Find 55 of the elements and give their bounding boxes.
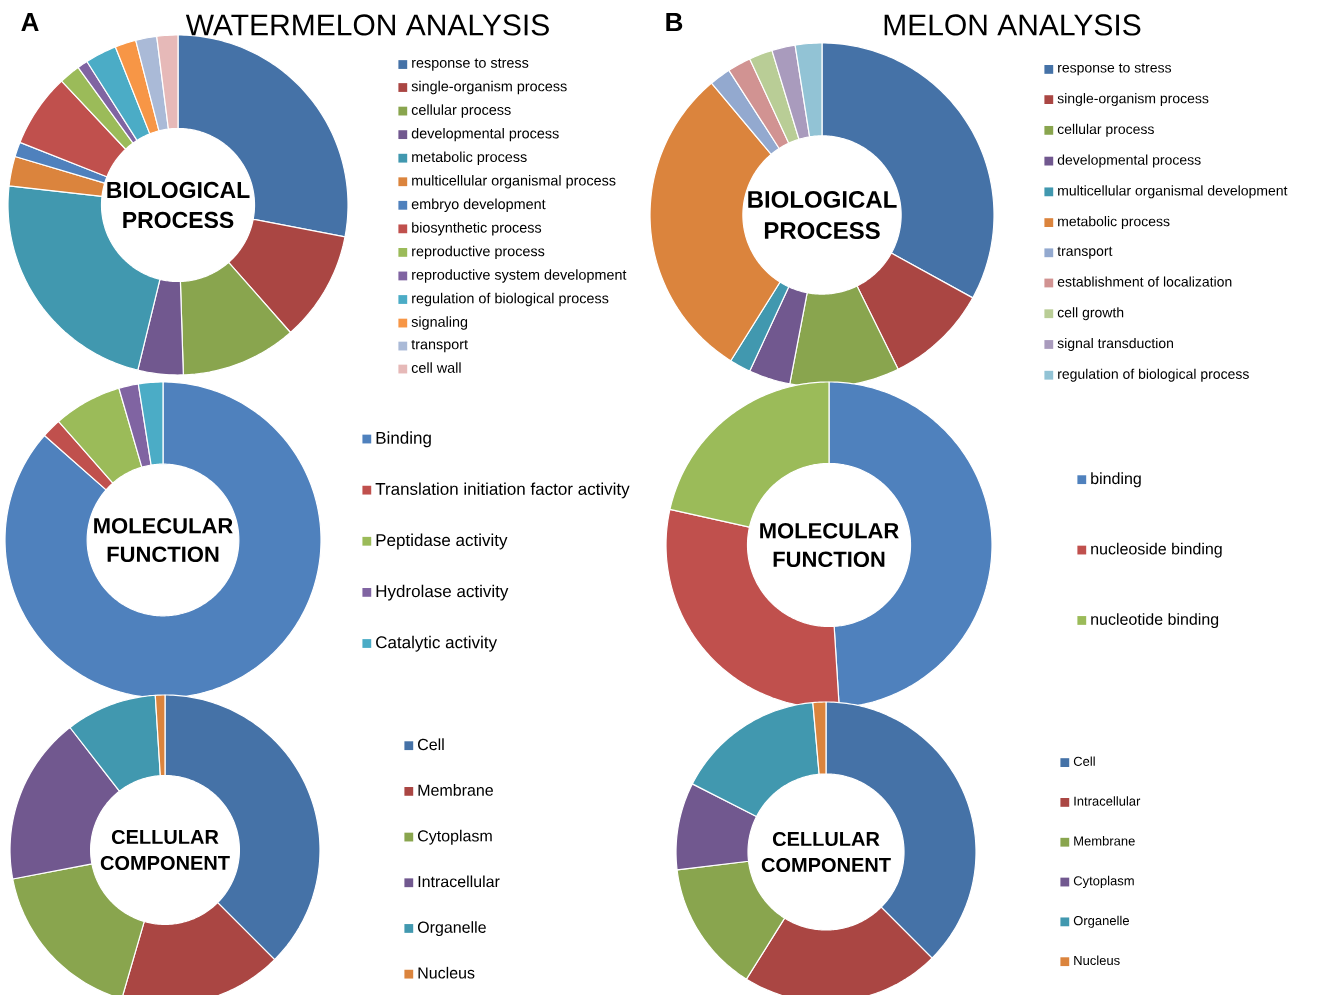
legend-label: multicellular organismal development <box>1058 185 1288 199</box>
legend-label: Translation initiation factor activity <box>375 482 630 499</box>
legend-label: response to stress <box>1058 63 1172 76</box>
legend-label: Membrane <box>1074 836 1135 846</box>
chart-subtitle: MELON ANALYSIS <box>884 14 1141 36</box>
legend-label: Cell <box>1073 756 1095 766</box>
legend-label: signaling <box>411 316 468 330</box>
legend-label: single-organism process <box>411 80 567 95</box>
legend-label: embryo development <box>411 198 546 212</box>
legend-label: cellular process <box>411 104 511 118</box>
legend-label: establishment of localization <box>1057 276 1232 287</box>
chart-subtitle: WATERMELON ANALYSIS <box>185 14 549 36</box>
legend-label: Nucleus <box>418 966 475 979</box>
text: A <box>21 13 39 31</box>
legend-label: Hydrolase activity <box>376 584 509 601</box>
legend-label: developmental process <box>1057 154 1201 168</box>
legend-label: Nucleus <box>1074 955 1120 966</box>
legend-label: Membrane <box>418 784 493 796</box>
legend-label: biosynthetic process <box>412 222 542 236</box>
legend-label: metabolic process <box>1058 216 1170 230</box>
legend-label: Peptidase activity <box>376 533 508 550</box>
text: CELLULAR COMPONENT <box>761 831 891 873</box>
legend-label: signal transduction <box>1057 337 1173 351</box>
legend-label: response to stress <box>412 58 529 71</box>
legend-label: Binding <box>376 431 431 448</box>
legend-label: reproductive system development <box>412 269 627 283</box>
text: MOLECULAR FUNCTION <box>760 522 899 568</box>
legend-label: Cytoplasm <box>418 829 492 845</box>
text: MOLECULAR FUNCTION <box>94 517 233 563</box>
text: CELLULAR COMPONENT <box>100 829 230 871</box>
legend-label: Cell <box>418 738 444 751</box>
legend-label: Organelle <box>417 921 486 937</box>
legend-label: transport <box>411 339 468 353</box>
legend-label: nucleoside binding <box>1091 542 1222 558</box>
legend-label: reproductive process <box>412 245 545 260</box>
text: BIOLOGICAL PROCESS <box>107 181 250 229</box>
legend-label: multicellular organismal process <box>412 175 616 189</box>
text: B <box>666 13 683 31</box>
legend-label: regulation of biological process <box>1058 368 1249 382</box>
legend-label: transport <box>1057 246 1113 259</box>
legend-label: regulation of biological process <box>412 292 609 307</box>
legend-label: Catalytic activity <box>376 635 498 652</box>
legend-label: cell wall <box>411 362 461 373</box>
legend-label: cell growth <box>1057 307 1124 321</box>
text: BIOLOGICAL PROCESS <box>748 190 897 240</box>
legend-label: Intracellular <box>418 875 500 888</box>
legend-label: metabolic process <box>412 151 527 165</box>
legend-label: cellular process <box>1057 123 1154 137</box>
legend-label: binding <box>1091 472 1141 488</box>
legend-label: Organelle <box>1073 915 1129 928</box>
legend-label: Intracellular <box>1074 796 1141 806</box>
legend-label: Cytoplasm <box>1073 875 1134 888</box>
legend-label: single-organism process <box>1057 93 1209 107</box>
legend-label: developmental process <box>411 127 559 142</box>
legend-label: nucleotide binding <box>1091 613 1219 629</box>
